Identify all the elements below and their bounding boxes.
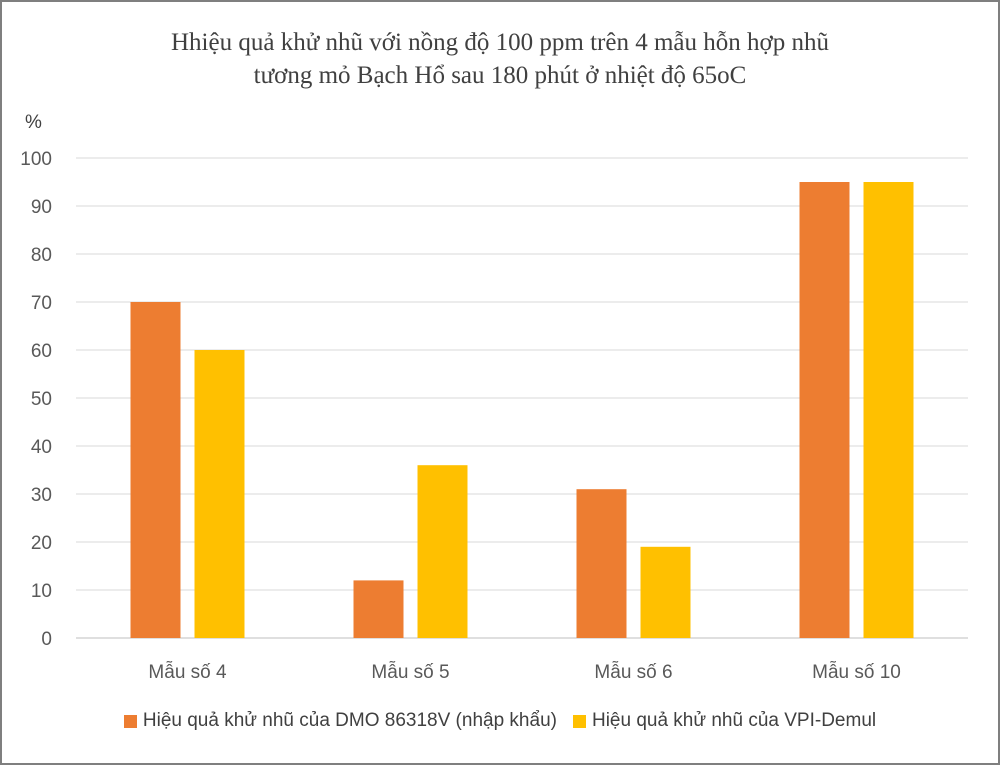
y-tick-label: 100 (20, 149, 52, 170)
y-tick-label: 70 (31, 293, 52, 314)
legend-item-vpi: Hiệu quả khử nhũ của VPI-Demul (572, 710, 877, 732)
y-axis-label: % (25, 112, 42, 133)
x-tick-label: Mẫu số 6 (594, 661, 672, 683)
bar-dmo-3 (799, 182, 850, 638)
y-tick-label: 80 (31, 245, 52, 266)
bar-vpi-3 (863, 182, 914, 638)
legend-swatch-vpi (572, 714, 586, 728)
x-tick-label: Mẫu số 10 (812, 661, 901, 683)
chart-title-line-1: Hhiệu quả khử nhũ với nồng độ 100 ppm tr… (171, 29, 829, 56)
bar-dmo-1 (353, 580, 404, 638)
bar-vpi-1 (417, 465, 468, 638)
x-tick-label: Mẫu số 5 (371, 661, 449, 683)
legend-item-dmo: Hiệu quả khử nhũ của DMO 86318V (nhập kh… (123, 710, 557, 732)
bar-vpi-0 (194, 350, 245, 638)
y-tick-label: 30 (31, 485, 52, 506)
y-tick-label: 60 (31, 341, 52, 362)
y-tick-label: 20 (31, 533, 52, 554)
x-tick-label: Mẫu số 4 (148, 661, 227, 683)
bar-dmo-2 (576, 489, 627, 638)
bar-dmo-0 (130, 302, 181, 638)
y-tick-label: 10 (31, 581, 52, 602)
y-tick-label: 50 (31, 389, 52, 410)
y-tick-label: 90 (31, 197, 52, 218)
chart-title: Hhiệu quả khử nhũ với nồng độ 100 ppm tr… (0, 26, 1000, 92)
chart-title-line-2: tương mỏ Bạch Hổ sau 180 phút ở nhiệt độ… (253, 62, 747, 89)
y-tick-label: 40 (31, 437, 52, 458)
legend-label-vpi: Hiệu quả khử nhũ của VPI-Demul (591, 710, 877, 731)
legend-swatch-dmo (123, 714, 137, 728)
legend-label-dmo: Hiệu quả khử nhũ của DMO 86318V (nhập kh… (142, 710, 557, 731)
bar-vpi-2 (640, 546, 691, 638)
y-tick-label: 0 (41, 629, 52, 650)
legend: Hiệu quả khử nhũ của DMO 86318V (nhập kh… (0, 710, 1000, 732)
